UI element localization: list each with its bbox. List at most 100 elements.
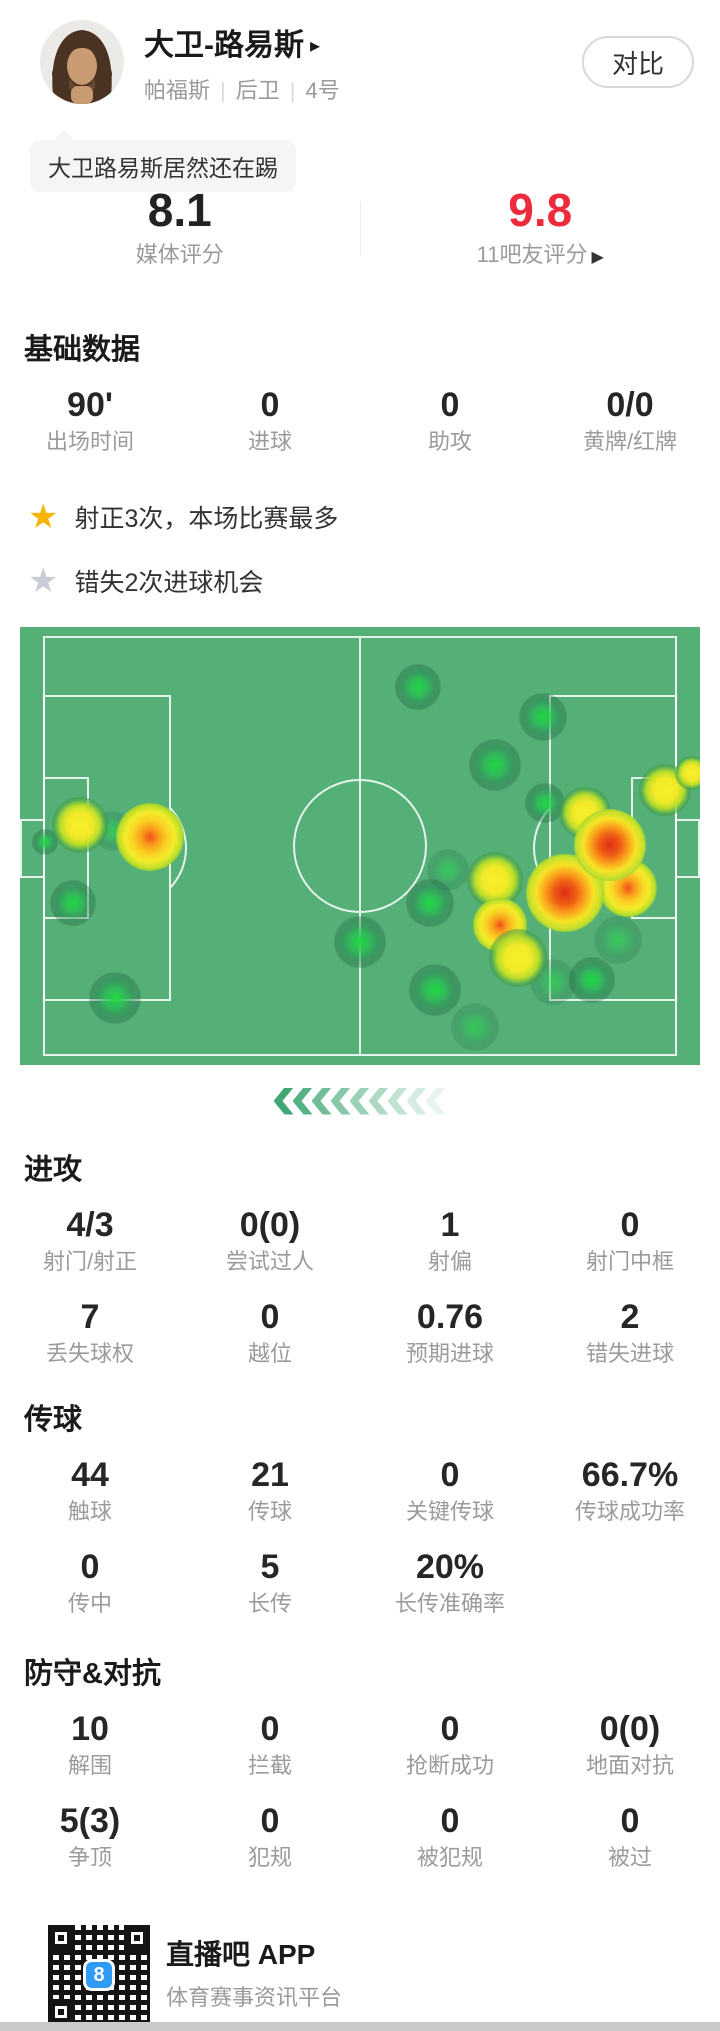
media-rating-value: 8.1 xyxy=(147,184,212,236)
qr-finder-icon xyxy=(48,1925,74,1951)
section-basic-stats: 基础数据 90' 出场时间 0 进球 0 助攻 0/0 黄牌/红牌 xyxy=(0,335,720,455)
heat-spot xyxy=(408,964,461,1017)
stat-地面对抗: 0(0) 地面对抗 xyxy=(540,1709,720,1779)
stat-传中: 0 传中 xyxy=(0,1547,180,1617)
stat-value: 0.76 xyxy=(416,1298,484,1336)
chevron-left-icon xyxy=(273,1087,294,1115)
rewind-chevrons-divider xyxy=(0,1087,720,1115)
stat-label: 错失进球 xyxy=(585,1341,674,1366)
avatar xyxy=(40,20,124,104)
stat-value: 10 xyxy=(71,1710,109,1748)
stat-value: 0 xyxy=(440,1710,460,1748)
heat-spot xyxy=(394,664,441,710)
stat-label: 争顶 xyxy=(67,1845,112,1870)
stat-value: 0 xyxy=(620,1802,640,1840)
player-header: 大卫-路易斯 ▸ 帕福斯 | 后卫 | 4号 对比 大卫路易斯居然还在踢 xyxy=(0,0,720,192)
stat-value: 1 xyxy=(440,1206,460,1244)
stat-value: 90' xyxy=(67,386,113,424)
stat-value: 0(0) xyxy=(599,1710,661,1748)
star-icon: ★ xyxy=(28,562,59,600)
stat-犯规: 0 犯规 xyxy=(180,1801,360,1871)
stat-进球: 0 进球 xyxy=(180,385,360,455)
app-name: 直播吧 APP xyxy=(166,1939,316,1970)
stat-拦截: 0 拦截 xyxy=(180,1709,360,1779)
heat-spot xyxy=(524,783,565,824)
stat-value: 5(3) xyxy=(59,1802,121,1840)
ratings-divider xyxy=(359,201,361,256)
meta-separator: | xyxy=(289,78,296,103)
stat-label: 犯规 xyxy=(247,1845,292,1870)
stat-value: 66.7% xyxy=(581,1456,679,1494)
star-icon: ★ xyxy=(28,498,59,536)
stat-长传准确率: 20% 长传准确率 xyxy=(360,1547,540,1617)
stat-row: 7 丢失球权 0 越位 0.76 预期进球 2 错失进球 xyxy=(0,1297,720,1367)
stat-value: 0 xyxy=(440,386,460,424)
stat-value: 0 xyxy=(260,1298,280,1336)
stat-row: 5(3) 争顶 0 犯规 0 被犯规 0 被过 xyxy=(0,1801,720,1871)
qr-code: 8 xyxy=(48,1925,150,2025)
stat-抢断成功: 0 抢断成功 xyxy=(360,1709,540,1779)
stat-value: 0/0 xyxy=(606,386,654,424)
stat-射偏: 1 射偏 xyxy=(360,1205,540,1275)
stat-value: 0 xyxy=(260,386,280,424)
stat-label: 触球 xyxy=(67,1499,112,1524)
player-identity: 大卫-路易斯 ▸ 帕福斯 | 后卫 | 4号 xyxy=(144,28,340,104)
stat-label: 射偏 xyxy=(427,1249,472,1274)
stat-value: 0 xyxy=(620,1206,640,1244)
stat-value: 44 xyxy=(71,1456,109,1494)
stat-value: 0(0) xyxy=(239,1206,301,1244)
stat-label: 传球 xyxy=(247,1499,292,1524)
stat-label: 黄牌/红牌 xyxy=(582,429,678,454)
stat-value: 21 xyxy=(251,1456,289,1494)
stat-label: 丢失球权 xyxy=(45,1341,134,1366)
app-description: 体育赛事资讯平台 xyxy=(166,1985,343,2010)
fans-rating-text: 11吧友评分 xyxy=(476,242,588,267)
highlight-text: 射正3次，本场比赛最多 xyxy=(74,505,339,533)
stat-row: 44 触球 21 传球 0 关键传球 66.7% 传球成功率 xyxy=(0,1455,720,1525)
footer-text: 直播吧 APP 体育赛事资讯平台 xyxy=(166,1939,342,2011)
section-title: 进攻 xyxy=(24,1154,83,1186)
heatmap-pitch xyxy=(20,627,700,1065)
heat-spot xyxy=(674,755,700,790)
fans-rating-label: 11吧友评分 ▶ xyxy=(361,242,720,271)
team-name: 帕福斯 xyxy=(144,78,211,103)
chevron-left-icon xyxy=(406,1087,427,1115)
stat-label: 进球 xyxy=(247,429,292,454)
stat-grid: 44 触球 21 传球 0 关键传球 66.7% 传球成功率 0 传中 5 长传 20% 长传准确率 xyxy=(0,1455,720,1617)
stat-label: 被犯规 xyxy=(416,1845,483,1870)
shirt-number: 4号 xyxy=(305,78,340,103)
stat-label: 射门/射正 xyxy=(42,1249,138,1274)
qr-finder-icon xyxy=(48,1999,74,2025)
stat-label: 助攻 xyxy=(427,429,472,454)
stat-传球: 21 传球 xyxy=(180,1455,360,1525)
stat-row: 0 传中 5 长传 20% 长传准确率 xyxy=(0,1547,720,1617)
stat-被过: 0 被过 xyxy=(540,1801,720,1871)
stat-value: 0 xyxy=(80,1548,100,1586)
highlight-text: 错失2次进球机会 xyxy=(74,569,264,597)
stat-label: 地面对抗 xyxy=(585,1753,674,1778)
stat-传球成功率: 66.7% 传球成功率 xyxy=(540,1455,720,1525)
stat-grid: 4/3 射门/射正 0(0) 尝试过人 1 射偏 0 射门中框 7 丢失球权 0 越位 0.76 预期进球… xyxy=(0,1205,720,1367)
heat-spot xyxy=(51,796,108,853)
section-defense: 防守&对抗 10 解围 0 拦截 0 抢断成功 0(0) 地面对抗 5(3) 争顶 0 犯规 0 被犯规 0… xyxy=(0,1659,720,1871)
heat-spot xyxy=(568,957,615,1004)
stat-label: 长传 xyxy=(247,1591,292,1616)
qr-finder-icon xyxy=(124,1925,150,1951)
stat-label: 传中 xyxy=(67,1591,112,1616)
player-name-row[interactable]: 大卫-路易斯 ▸ xyxy=(144,28,340,64)
stat-label: 预期进球 xyxy=(405,1341,494,1366)
heat-spot xyxy=(488,929,547,988)
stat-出场时间: 90' 出场时间 xyxy=(0,385,180,455)
stat-丢失球权: 7 丢失球权 xyxy=(0,1297,180,1367)
stat-value: 7 xyxy=(80,1298,100,1336)
heat-spot xyxy=(334,915,386,968)
highlights-section: ★ 射正3次，本场比赛最多 ★ 错失2次进球机会 xyxy=(0,499,720,599)
stat-射门中框: 0 射门中框 xyxy=(540,1205,720,1275)
compare-button[interactable]: 对比 xyxy=(581,36,694,88)
stat-label: 越位 xyxy=(247,1341,292,1366)
fans-rating[interactable]: 9.8 11吧友评分 ▶ xyxy=(361,186,720,271)
stat-label: 拦截 xyxy=(247,1753,292,1778)
stat-label: 被过 xyxy=(607,1845,652,1870)
stat-label: 长传准确率 xyxy=(394,1591,505,1616)
stat-grid: 10 解围 0 拦截 0 抢断成功 0(0) 地面对抗 5(3) 争顶 0 犯规 0 被犯规 0 被过 xyxy=(0,1709,720,1871)
